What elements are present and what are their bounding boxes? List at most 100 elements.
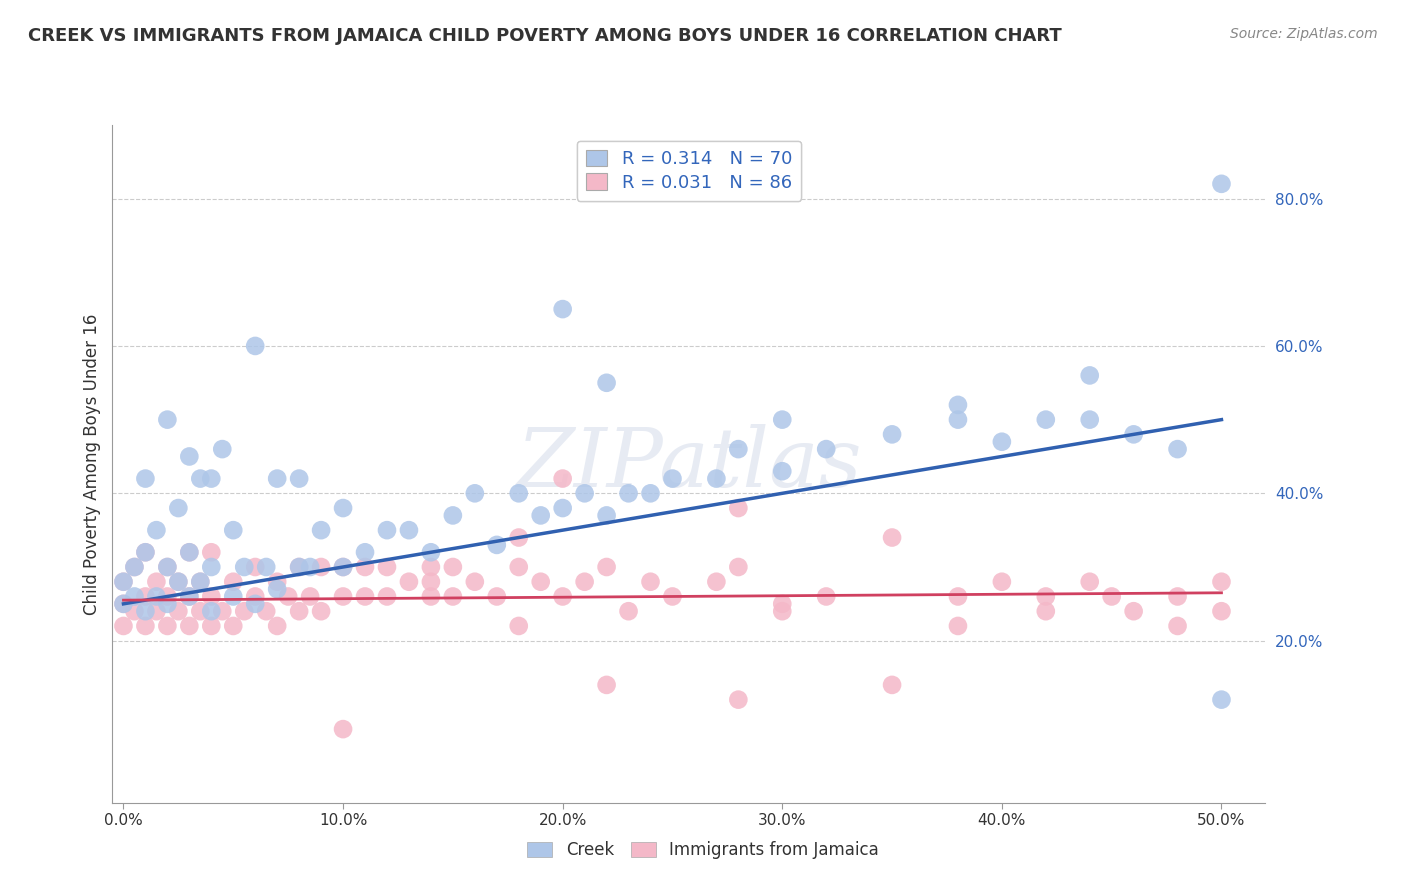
Point	[508, 560, 530, 574]
Point	[179, 619, 201, 633]
Point	[254, 560, 277, 574]
Point	[617, 604, 640, 618]
Point	[309, 523, 332, 537]
Point	[419, 590, 441, 604]
Point	[222, 574, 245, 589]
Point	[299, 560, 322, 574]
Point	[1122, 604, 1144, 618]
Point	[441, 590, 464, 604]
Point	[211, 604, 233, 618]
Point	[112, 574, 135, 589]
Point	[299, 590, 322, 604]
Point	[770, 412, 793, 426]
Point	[727, 501, 749, 516]
Point	[245, 560, 267, 574]
Point	[266, 582, 288, 596]
Point	[375, 523, 398, 537]
Point	[332, 501, 354, 516]
Point	[156, 619, 179, 633]
Point	[508, 619, 530, 633]
Point	[485, 538, 508, 552]
Point	[200, 545, 222, 559]
Point	[464, 486, 486, 500]
Point	[880, 427, 903, 442]
Point	[179, 590, 201, 604]
Point	[1167, 442, 1189, 456]
Point	[277, 590, 299, 604]
Point	[640, 486, 662, 500]
Point	[419, 545, 441, 559]
Point	[640, 574, 662, 589]
Point	[167, 501, 190, 516]
Point	[485, 590, 508, 604]
Point	[124, 590, 146, 604]
Point	[134, 604, 156, 618]
Point	[1035, 412, 1057, 426]
Point	[880, 531, 903, 545]
Text: CREEK VS IMMIGRANTS FROM JAMAICA CHILD POVERTY AMONG BOYS UNDER 16 CORRELATION C: CREEK VS IMMIGRANTS FROM JAMAICA CHILD P…	[28, 27, 1062, 45]
Point	[245, 339, 267, 353]
Point	[398, 574, 420, 589]
Point	[188, 574, 211, 589]
Y-axis label: Child Poverty Among Boys Under 16: Child Poverty Among Boys Under 16	[83, 313, 101, 615]
Point	[508, 531, 530, 545]
Point	[167, 574, 190, 589]
Point	[145, 590, 167, 604]
Point	[188, 574, 211, 589]
Point	[946, 412, 969, 426]
Point	[288, 472, 311, 486]
Point	[441, 508, 464, 523]
Point	[222, 523, 245, 537]
Point	[134, 545, 156, 559]
Point	[112, 619, 135, 633]
Point	[134, 590, 156, 604]
Point	[419, 574, 441, 589]
Point	[145, 523, 167, 537]
Point	[595, 376, 617, 390]
Point	[1211, 177, 1233, 191]
Point	[112, 574, 135, 589]
Point	[288, 604, 311, 618]
Point	[156, 590, 179, 604]
Point	[309, 560, 332, 574]
Point	[770, 597, 793, 611]
Point	[134, 545, 156, 559]
Point	[1078, 368, 1101, 383]
Point	[245, 597, 267, 611]
Point	[398, 523, 420, 537]
Point	[200, 590, 222, 604]
Point	[188, 472, 211, 486]
Point	[375, 590, 398, 604]
Point	[464, 574, 486, 589]
Point	[124, 604, 146, 618]
Point	[1078, 412, 1101, 426]
Point	[156, 412, 179, 426]
Point	[124, 560, 146, 574]
Point	[419, 560, 441, 574]
Point	[551, 302, 574, 317]
Point	[1035, 604, 1057, 618]
Point	[245, 590, 267, 604]
Point	[222, 619, 245, 633]
Point	[727, 442, 749, 456]
Point	[991, 434, 1014, 449]
Point	[1167, 590, 1189, 604]
Point	[946, 590, 969, 604]
Point	[727, 692, 749, 706]
Point	[156, 560, 179, 574]
Text: ZIPatlas: ZIPatlas	[516, 424, 862, 504]
Point	[815, 590, 838, 604]
Point	[200, 619, 222, 633]
Text: Source: ZipAtlas.com: Source: ZipAtlas.com	[1230, 27, 1378, 41]
Point	[266, 472, 288, 486]
Point	[661, 472, 683, 486]
Point	[595, 678, 617, 692]
Point	[188, 604, 211, 618]
Point	[1122, 427, 1144, 442]
Point	[309, 604, 332, 618]
Point	[179, 450, 201, 464]
Point	[112, 597, 135, 611]
Point	[727, 560, 749, 574]
Point	[551, 501, 574, 516]
Point	[815, 442, 838, 456]
